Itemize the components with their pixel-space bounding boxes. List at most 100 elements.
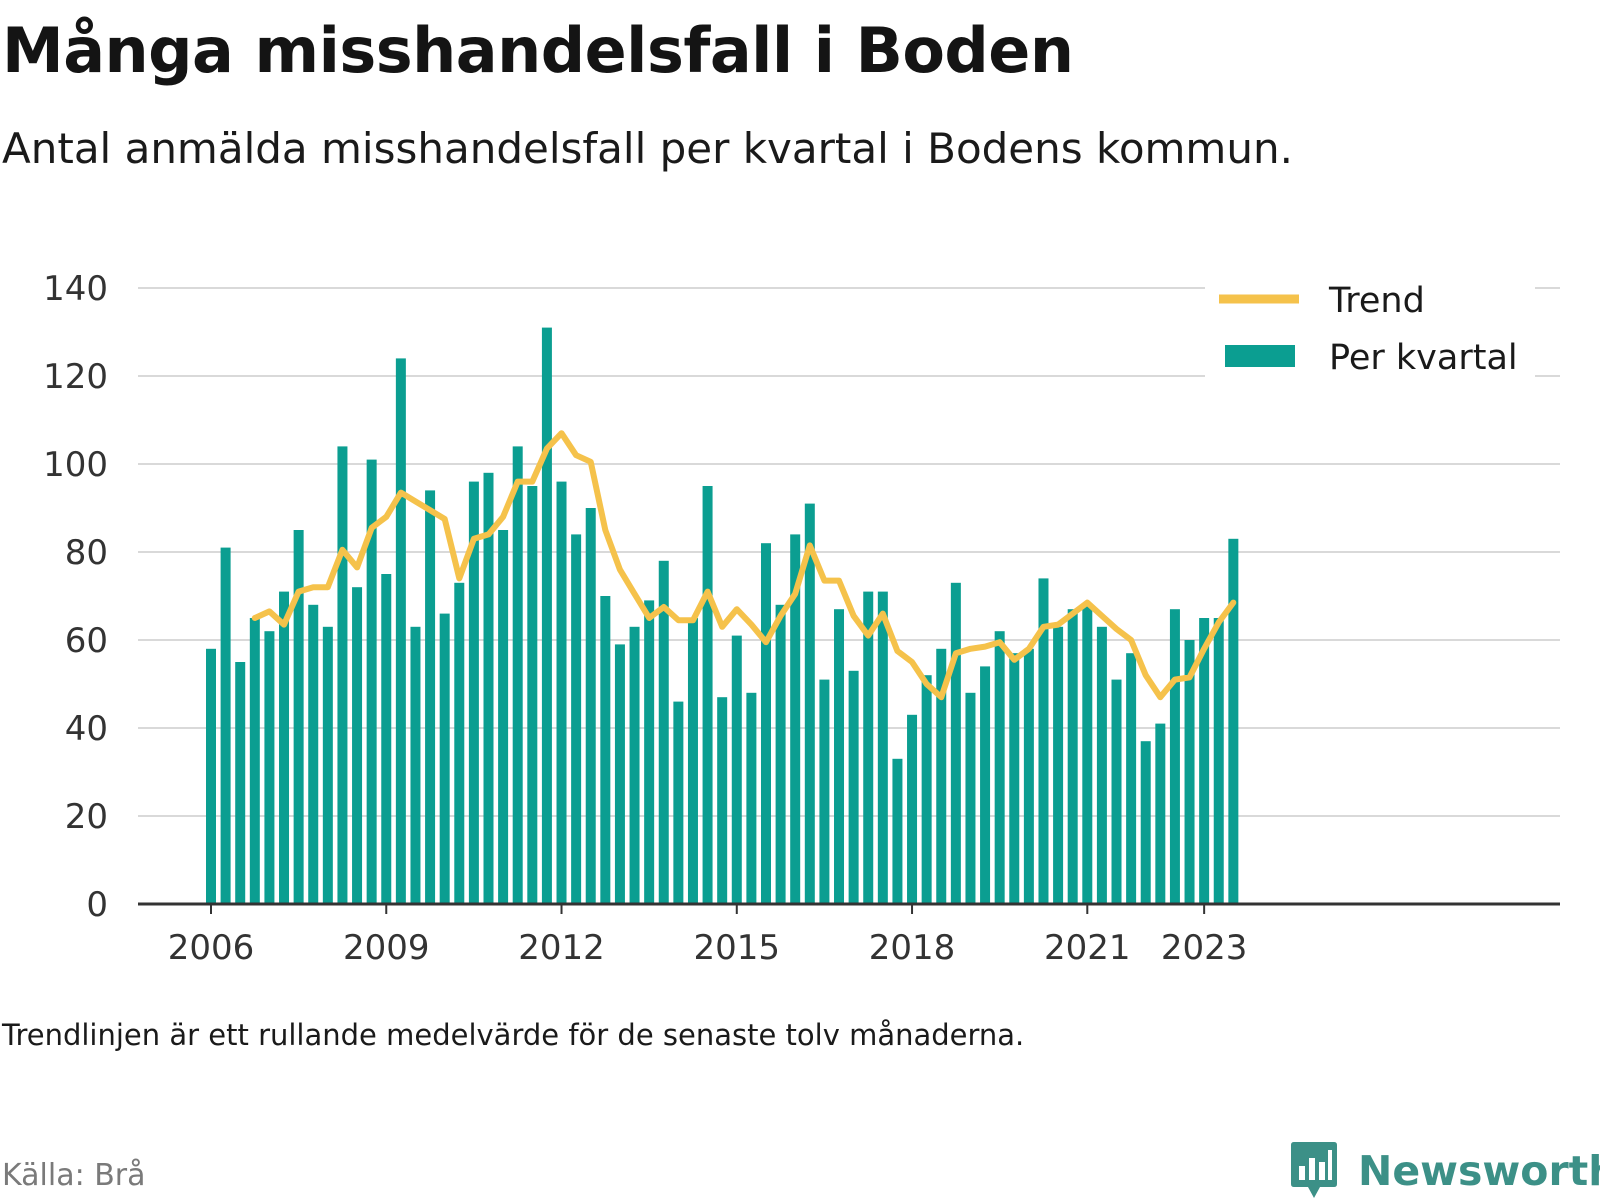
bar <box>863 591 874 904</box>
bar <box>425 490 436 904</box>
bar <box>541 327 552 905</box>
bar <box>994 631 1005 904</box>
bar <box>819 679 830 904</box>
x-tick-label: 2021 <box>1044 928 1131 968</box>
x-tick-label: 2018 <box>869 928 956 968</box>
y-axis-ticks: 0 20 40 60 80 100 120 140 <box>43 269 108 925</box>
bar <box>1082 604 1093 904</box>
bar <box>717 697 728 904</box>
bar <box>702 486 713 904</box>
bar <box>804 503 815 904</box>
newsworthy-logo: Newsworthy <box>1290 1140 1600 1202</box>
y-tick-label: 40 <box>65 709 108 749</box>
bar <box>279 591 290 904</box>
bar <box>614 644 625 904</box>
bar <box>571 534 582 904</box>
bar <box>1038 578 1049 904</box>
bar <box>322 626 333 904</box>
y-tick-label: 20 <box>65 797 108 837</box>
bar <box>965 692 976 904</box>
chart-subtitle: Antal anmälda misshandelsfall per kvarta… <box>2 124 1293 173</box>
bar <box>483 472 494 904</box>
bar <box>658 560 669 904</box>
bar <box>1213 618 1224 904</box>
bar <box>687 618 698 904</box>
chart-title: Många misshandelsfall i Boden <box>2 14 1074 87</box>
bar <box>892 758 903 904</box>
x-axis: 2006 2009 2012 2015 2018 2021 2023 <box>138 902 1560 968</box>
bar <box>600 596 611 904</box>
bar <box>1067 609 1078 904</box>
x-tick-label: 2015 <box>694 928 781 968</box>
bar <box>556 481 567 904</box>
trend-footnote: Trendlinjen är ett rullande medelvärde f… <box>2 1018 1025 1052</box>
bar <box>907 714 918 904</box>
bar <box>352 587 363 904</box>
bar <box>746 692 757 904</box>
bar <box>527 486 538 904</box>
legend-per-kvartal-label: Per kvartal <box>1329 338 1518 378</box>
bar <box>249 618 260 904</box>
bar <box>673 701 684 904</box>
bar <box>1023 648 1034 904</box>
newsworthy-chart-icon <box>1291 1142 1337 1198</box>
y-tick-label: 60 <box>65 621 108 661</box>
bar <box>980 666 991 904</box>
bar <box>950 582 961 904</box>
bar <box>454 582 465 904</box>
bar <box>1169 609 1180 904</box>
bar <box>1053 626 1064 904</box>
y-tick-label: 120 <box>43 357 108 397</box>
brand-name: Newsworthy <box>1358 1147 1600 1195</box>
bar <box>395 358 406 904</box>
bar <box>1096 626 1107 904</box>
bar <box>308 604 319 904</box>
bar <box>644 600 655 904</box>
bar <box>775 604 786 904</box>
bar <box>1009 653 1020 904</box>
bar <box>1111 679 1122 904</box>
bar <box>585 508 596 904</box>
trend-line <box>251 430 1237 701</box>
bar <box>1184 640 1195 904</box>
y-tick-label: 100 <box>43 445 108 485</box>
bar <box>498 530 509 904</box>
y-tick-label: 140 <box>43 269 108 309</box>
x-tick-label: 2006 <box>168 928 255 968</box>
bar <box>439 613 450 904</box>
legend-trend-label: Trend <box>1328 281 1425 321</box>
bar <box>337 446 348 904</box>
bar <box>410 626 421 904</box>
bar <box>293 530 304 904</box>
bar <box>1199 618 1210 904</box>
x-tick-label: 2023 <box>1161 928 1248 968</box>
bar <box>381 574 392 904</box>
bar <box>366 459 377 904</box>
legend: Trend Per kvartal <box>1205 281 1535 380</box>
bar <box>1126 653 1137 904</box>
bar <box>921 675 932 904</box>
bar <box>468 481 479 904</box>
bars-per-kvartal <box>206 327 1239 905</box>
bar <box>936 648 947 904</box>
bar <box>877 591 888 904</box>
bar <box>235 662 246 904</box>
bar <box>760 543 771 904</box>
bar <box>1155 723 1166 904</box>
bar <box>848 670 859 904</box>
bar <box>1140 741 1151 904</box>
bar <box>790 534 801 904</box>
source-label: Källa: Brå <box>2 1158 146 1193</box>
bar <box>264 631 275 904</box>
bar <box>206 648 216 904</box>
x-tick-label: 2012 <box>518 928 605 968</box>
bar <box>629 626 640 904</box>
trend-line-layer <box>251 430 1237 701</box>
x-tick-label: 2009 <box>343 928 430 968</box>
legend-per-kvartal-swatch <box>1225 345 1295 367</box>
y-tick-label: 80 <box>65 533 108 573</box>
bar <box>220 547 231 904</box>
bar <box>512 446 523 904</box>
bar <box>1228 538 1239 904</box>
